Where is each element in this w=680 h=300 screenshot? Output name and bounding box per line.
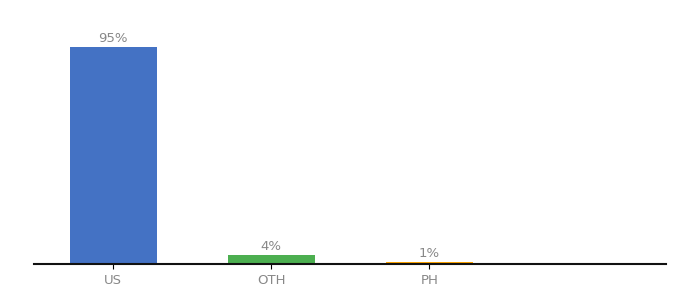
Bar [69,47,156,264]
Bar [228,255,315,264]
Text: 4%: 4% [260,240,282,253]
Bar [386,262,473,264]
Text: 95%: 95% [99,32,128,45]
Text: 1%: 1% [419,247,440,260]
